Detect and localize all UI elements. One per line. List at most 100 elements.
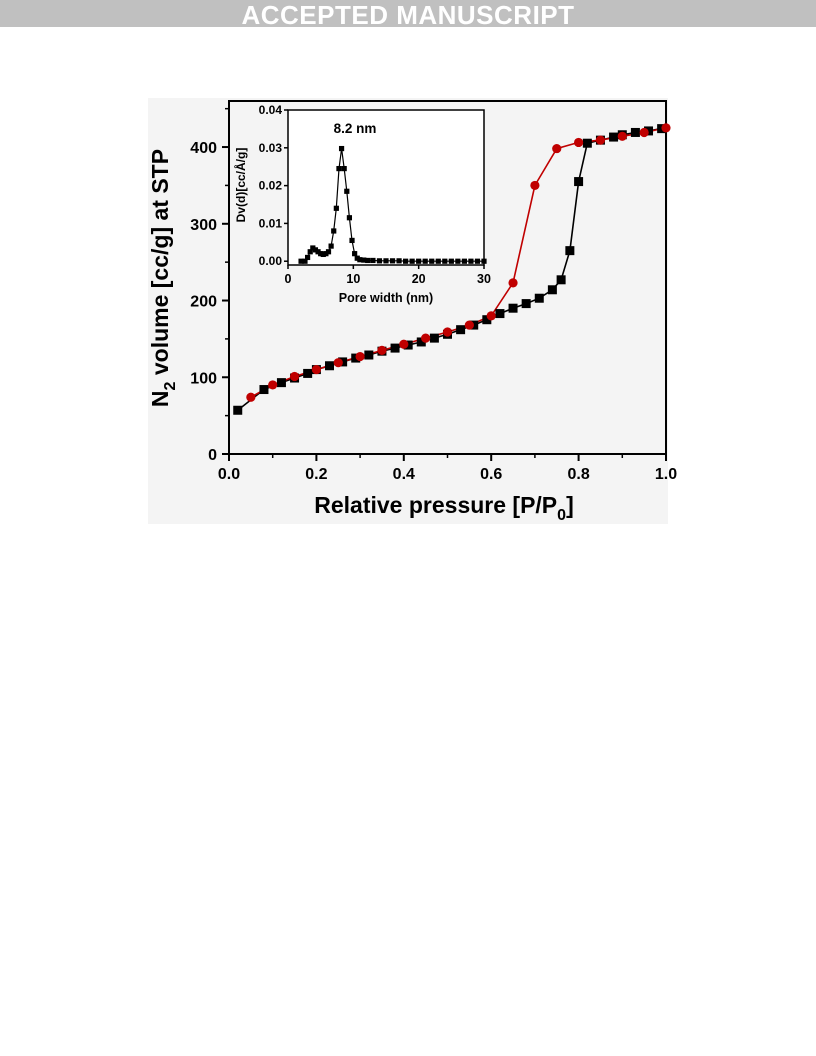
pore-size-point <box>474 258 481 264</box>
pore-size-point <box>365 257 371 264</box>
adsorption-point <box>325 361 335 371</box>
pore-size-point <box>305 254 311 261</box>
inset-y-tick-label: 0.00 <box>259 254 283 268</box>
pore-size-point <box>370 257 376 264</box>
pore-size-point <box>357 257 363 263</box>
pore-size-point <box>448 258 454 264</box>
pore-size-point <box>323 251 329 257</box>
inset-x-tick-label: 30 <box>477 272 491 286</box>
adsorption-point <box>351 353 361 363</box>
inset-x-tick-label: 0 <box>285 272 292 286</box>
inset-y-axis-label: Dv(d)[cc/Å/g] <box>233 148 248 223</box>
main-x-tick-label: 0.2 <box>305 466 327 483</box>
inset-x-tick-label: 10 <box>346 272 360 286</box>
main-x-tick-label: 1.0 <box>655 466 677 483</box>
adsorption-point <box>303 368 313 378</box>
pore-size-point <box>307 249 313 255</box>
main-y-tick-label: 200 <box>190 294 217 311</box>
pore-size-point <box>422 258 428 264</box>
desorption-point <box>399 339 409 349</box>
adsorption-point <box>364 350 374 360</box>
pore-size-point <box>315 249 321 255</box>
pore-size-point <box>331 228 337 234</box>
adsorption-point <box>582 138 592 148</box>
main-y-axis-label: N2 volume [cc/g] at STP <box>147 149 179 407</box>
adsorption-point <box>534 293 544 303</box>
desorption-point <box>661 123 671 133</box>
pore-size-point <box>396 258 402 264</box>
adsorption-point <box>390 343 400 353</box>
desorption-point <box>639 127 649 138</box>
pore-size-point <box>361 257 367 263</box>
adsorption-point <box>547 285 557 295</box>
adsorption-point <box>233 405 243 415</box>
pore-size-point <box>341 165 347 172</box>
inset-x-tick-label: 20 <box>412 272 426 286</box>
adsorption-point <box>482 315 492 325</box>
desorption-point <box>333 358 343 368</box>
main-y-tick-label: 400 <box>190 140 217 157</box>
desorption-point <box>552 143 562 154</box>
main-x-tick-label: 0.8 <box>567 466 589 483</box>
pore-size-point <box>389 258 396 264</box>
pore-size-point <box>354 255 360 261</box>
adsorption-point <box>644 126 654 136</box>
peak-annotation: 8.2 nm <box>334 121 377 136</box>
desorption-point <box>289 371 300 382</box>
desorption-point <box>508 278 518 288</box>
main-x-tick-label: 0.0 <box>218 466 240 483</box>
adsorption-point <box>456 325 466 335</box>
pore-size-point <box>346 215 353 221</box>
adsorption-point <box>416 337 426 347</box>
pore-size-point <box>310 245 316 251</box>
inset-plot-area <box>287 109 485 266</box>
pore-size-point <box>333 205 339 211</box>
inset-plot-background <box>288 110 484 265</box>
pore-size-point <box>468 258 474 264</box>
pore-size-point <box>338 145 345 152</box>
pore-size-point <box>320 251 326 258</box>
adsorption-point <box>630 127 640 137</box>
inset-y-tick-label: 0.01 <box>259 216 283 230</box>
pore-size-point <box>416 258 422 264</box>
pore-size-point <box>312 247 319 253</box>
adsorption-point <box>276 378 286 388</box>
desorption-point <box>421 333 431 343</box>
pore-size-point <box>376 258 383 264</box>
main-x-tick-label: 0.6 <box>480 466 502 483</box>
pore-size-point <box>352 251 358 257</box>
adsorption-point <box>521 299 531 309</box>
adsorption-point <box>495 309 505 319</box>
adsorption-point <box>574 177 584 187</box>
pore-size-point <box>409 258 415 264</box>
inset-series-group <box>298 145 487 264</box>
pore-size-point <box>461 258 467 264</box>
main-series-group <box>233 123 671 415</box>
pore-size-point <box>383 258 389 264</box>
main-y-tick-label: 0 <box>208 447 217 464</box>
desorption-point <box>595 135 606 145</box>
pore-size-point <box>328 243 334 249</box>
inset-y-tick-label: 0.04 <box>259 103 283 117</box>
pore-size-point <box>403 258 409 264</box>
adsorption-point <box>556 275 566 285</box>
pore-size-point <box>435 258 441 264</box>
inset-axis-ticks: 0 10 20 30 0.00 0.01 0.02 0.03 0.04 <box>259 103 491 286</box>
desorption-point <box>246 392 256 402</box>
desorption-point <box>377 345 387 356</box>
inset-y-tick-label: 0.02 <box>259 179 283 193</box>
desorption-point <box>530 180 540 191</box>
main-y-tick-label: 100 <box>190 370 217 387</box>
main-y-tick-label: 300 <box>190 217 217 234</box>
desorption-point <box>355 351 365 362</box>
desorption-point <box>617 131 627 141</box>
pore-size-point <box>302 258 308 264</box>
adsorption-point <box>565 246 575 256</box>
pore-size-point <box>336 165 342 172</box>
adsorption-point <box>508 303 518 313</box>
pore-size-point <box>442 258 448 264</box>
main-x-tick-label: 0.4 <box>393 466 415 483</box>
desorption-point <box>486 311 496 321</box>
adsorption-point <box>609 132 619 142</box>
